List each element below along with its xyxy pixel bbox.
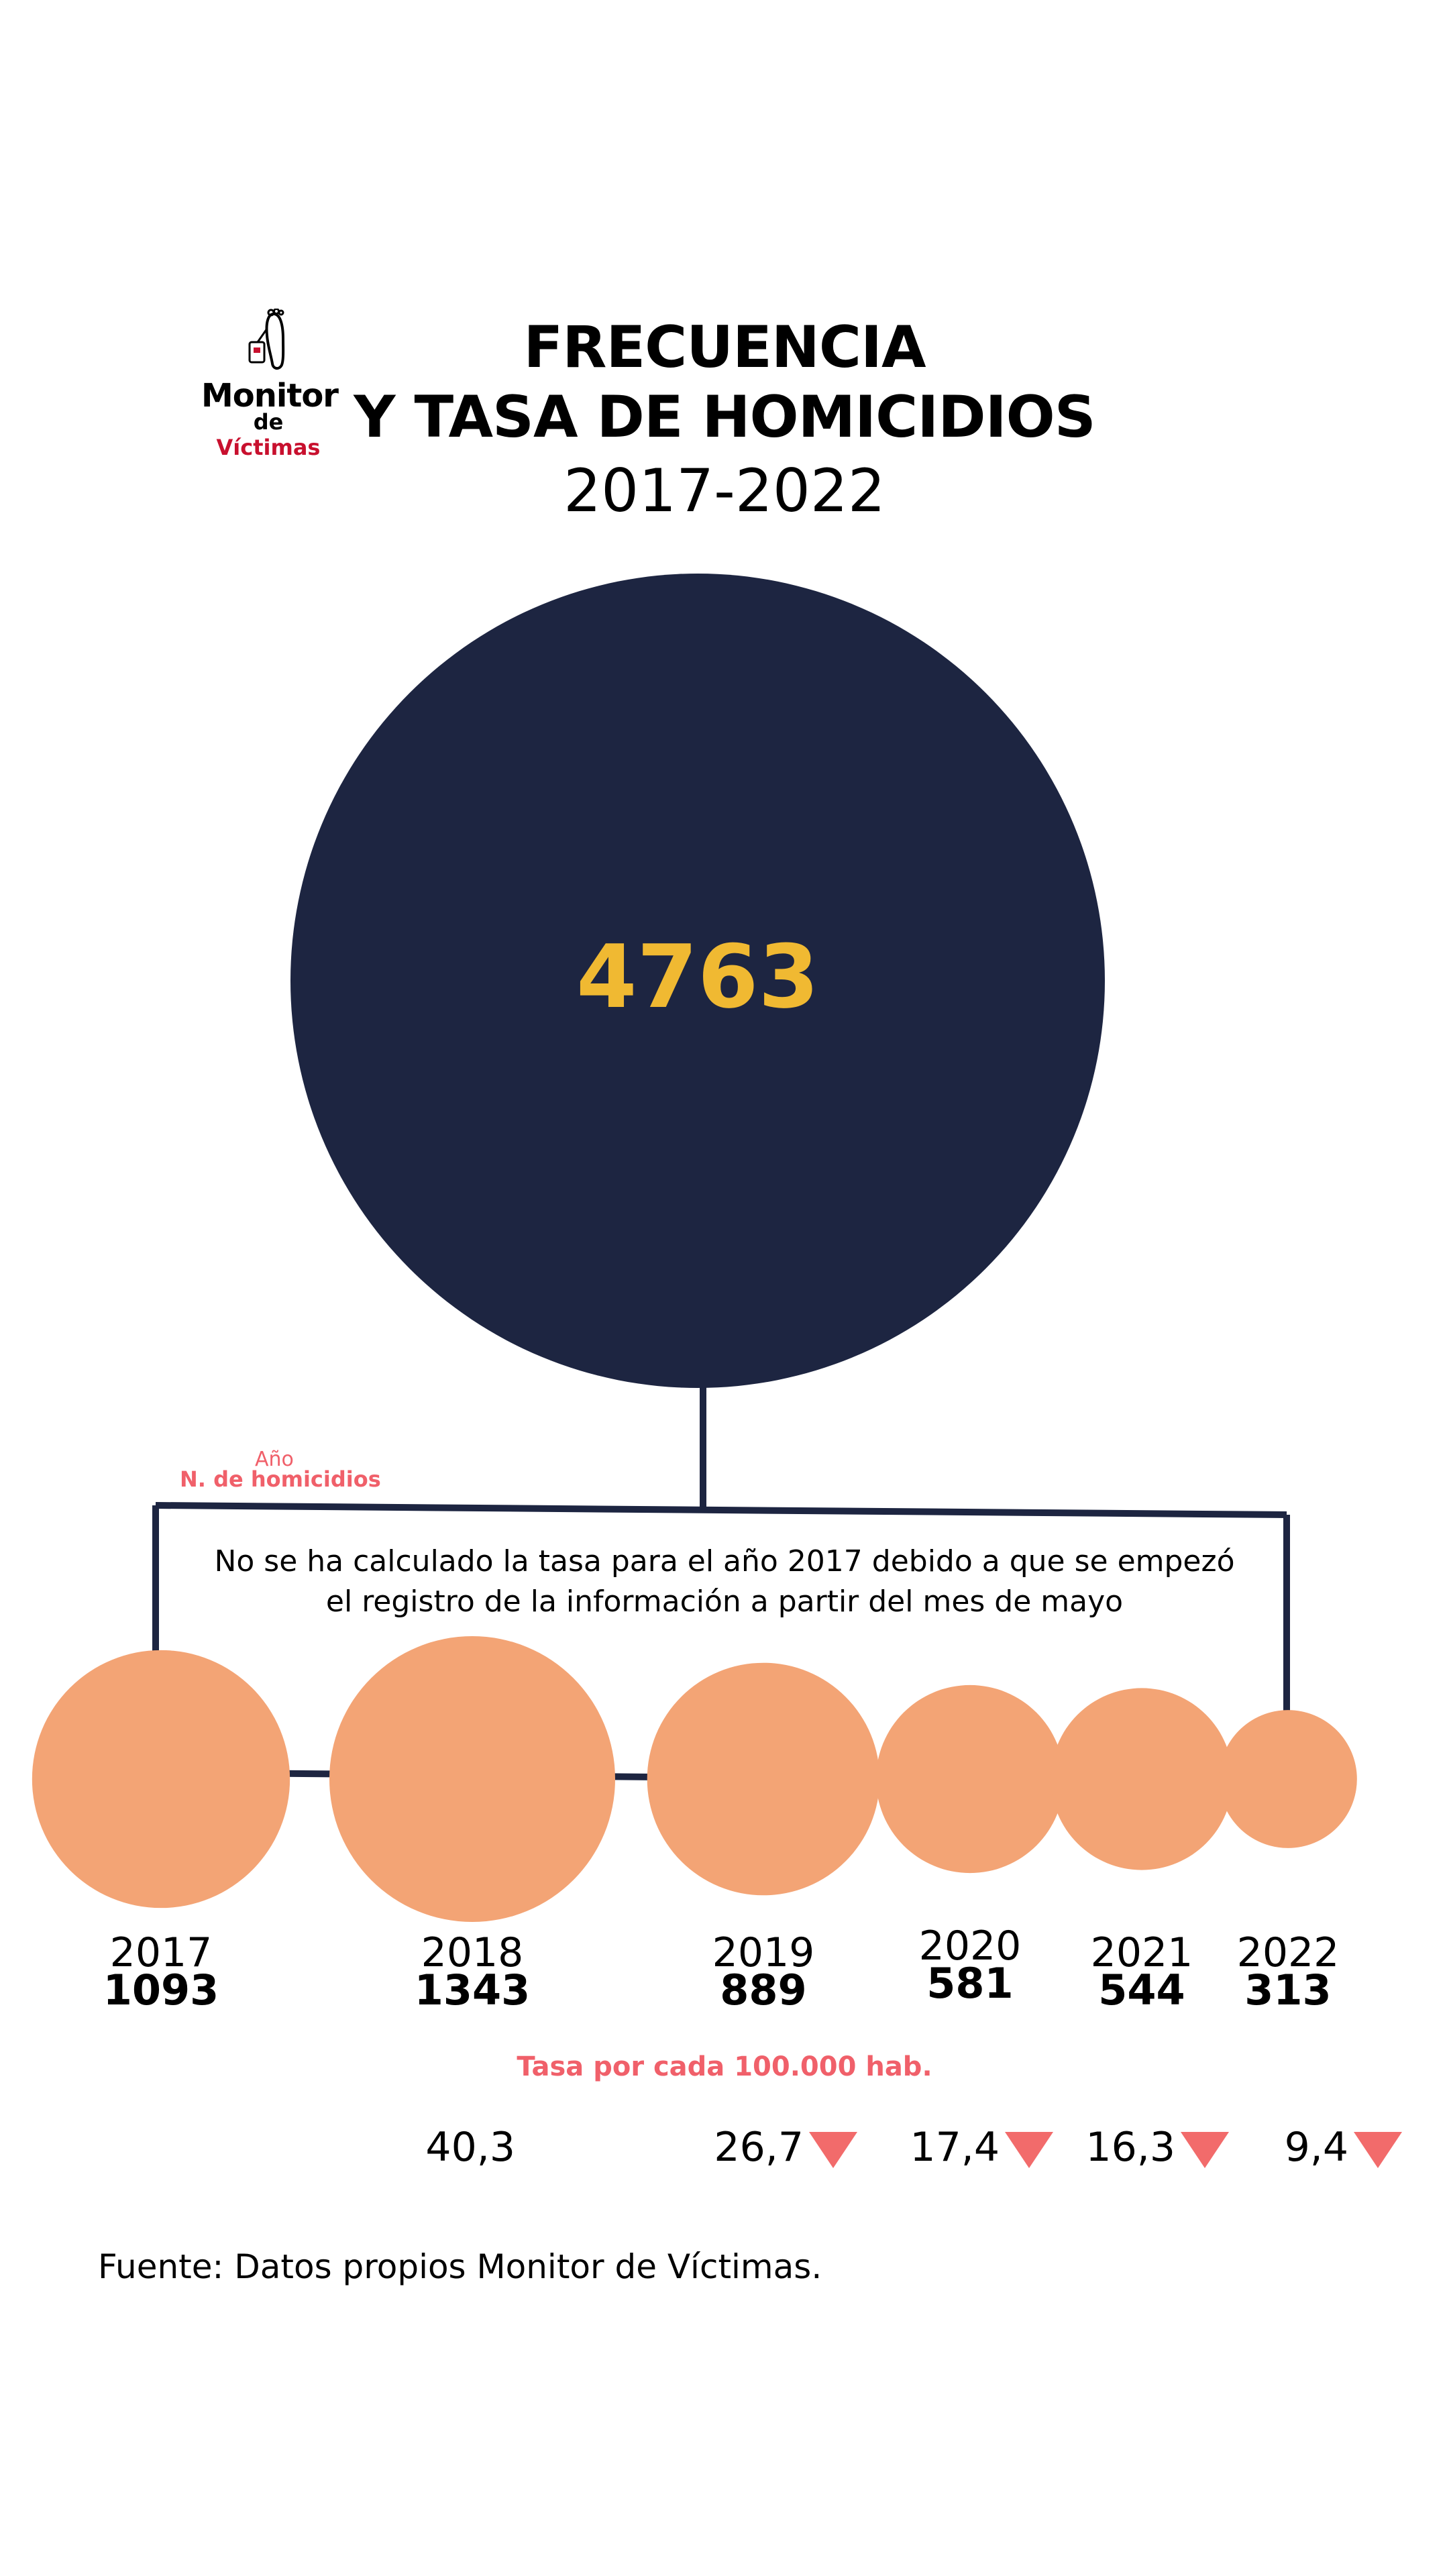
year-label-2018: 2018 bbox=[421, 1929, 524, 1976]
rate-label-2020: 17,4 bbox=[910, 2124, 1000, 2171]
note-text: No se ha calculado la tasa para el año 2… bbox=[161, 1542, 1288, 1622]
year-label-2017: 2017 bbox=[109, 1929, 213, 1976]
logo-wordmark-line1: Monitor bbox=[201, 377, 339, 415]
count-label-2022: 313 bbox=[1244, 1966, 1332, 2015]
source-note: Fuente: Datos propios Monitor de Víctima… bbox=[98, 2247, 822, 2286]
title-line2: Y TASA DE HOMICIDIOS bbox=[354, 384, 1095, 451]
note-line2: el registro de la información a partir d… bbox=[325, 1585, 1124, 1619]
count-label-2021: 544 bbox=[1098, 1966, 1185, 2015]
count-label-2020: 581 bbox=[926, 1959, 1014, 2008]
count-label-2019: 889 bbox=[720, 1966, 807, 2015]
down-arrow-icon bbox=[1005, 2132, 1053, 2168]
bubble-2017 bbox=[32, 1650, 290, 1909]
down-arrow-icon bbox=[1181, 2132, 1229, 2168]
count-label-2017: 1093 bbox=[103, 1966, 219, 2015]
logo-wordmark-line2: de Víctimas bbox=[216, 409, 321, 460]
year-label-2020: 2020 bbox=[918, 1923, 1022, 1970]
count-label-2018: 1343 bbox=[414, 1966, 531, 2015]
rate-label-2022: 9,4 bbox=[1284, 2124, 1348, 2171]
connector-bar bbox=[155, 1502, 1287, 1518]
year-label-2019: 2019 bbox=[712, 1929, 815, 1976]
title-line1: FRECUENCIA bbox=[523, 314, 926, 381]
rate-label-2018: 40,3 bbox=[425, 2124, 515, 2171]
rate-label-2019: 26,7 bbox=[714, 2124, 804, 2171]
bubble-2018 bbox=[329, 1636, 615, 1922]
bubble-2021 bbox=[1051, 1688, 1233, 1870]
year-label-2021: 2021 bbox=[1090, 1929, 1193, 1976]
total-homicides-value: 4763 bbox=[576, 926, 819, 1028]
rate-label-2021: 16,3 bbox=[1085, 2124, 1175, 2171]
down-arrow-icon bbox=[809, 2132, 857, 2168]
bubble-2022 bbox=[1219, 1710, 1357, 1848]
footprint-tag-icon bbox=[248, 309, 285, 370]
down-arrow-icon bbox=[1354, 2132, 1402, 2168]
bubble-2020 bbox=[875, 1684, 1065, 1874]
bubble-2019 bbox=[647, 1662, 880, 1896]
note-line1: No se ha calculado la tasa para el año 2… bbox=[214, 1544, 1235, 1578]
legend-year-label: Año bbox=[255, 1448, 294, 1471]
rate-title: Tasa por cada 100.000 hab. bbox=[517, 2051, 932, 2082]
total-circle bbox=[290, 574, 1105, 1388]
legend-count-label: N. de homicidios bbox=[180, 1466, 381, 1492]
year-label-2022: 2022 bbox=[1236, 1929, 1340, 1976]
monitor-de-victimas-logo: Monitor de Víctimas bbox=[201, 309, 339, 460]
title-years: 2017-2022 bbox=[564, 456, 885, 525]
